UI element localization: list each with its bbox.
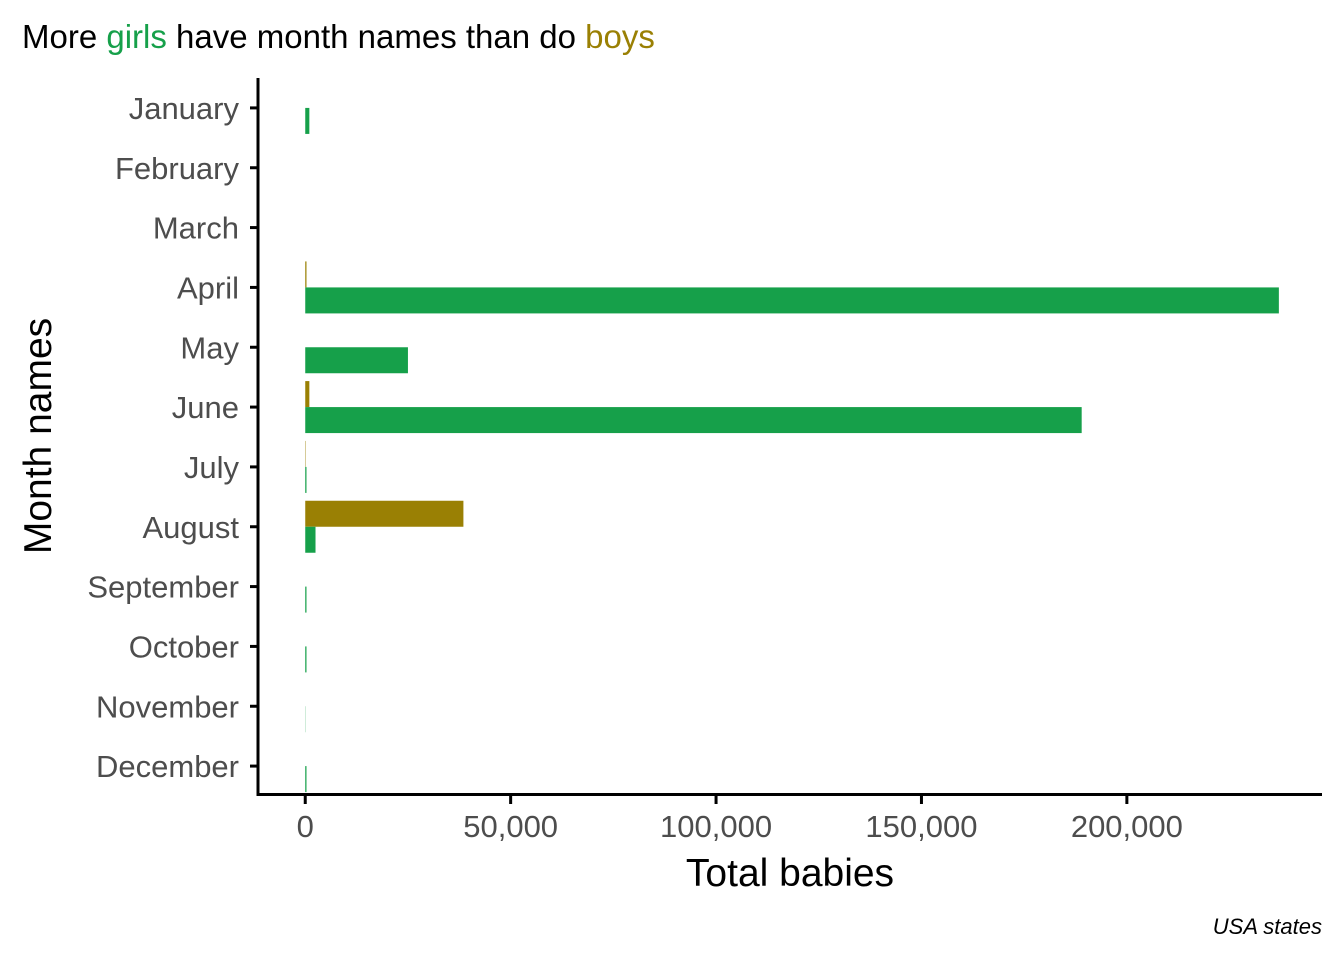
y-tick-label-april: April <box>177 270 239 305</box>
bar-boys-april <box>305 261 307 288</box>
x-tick-label: 100,000 <box>660 809 772 844</box>
x-tick-label: 200,000 <box>1071 809 1183 844</box>
x-tick-label: 150,000 <box>865 809 977 844</box>
bar-girls-june <box>305 407 1082 434</box>
y-axis-title: Month names <box>17 318 60 554</box>
y-tick-label-may: May <box>180 330 239 365</box>
bar-girls-december <box>305 766 307 793</box>
y-tick-label-july: July <box>184 450 240 485</box>
bar-girls-april <box>305 287 1279 314</box>
x-tick-label: 0 <box>297 809 314 844</box>
y-tick-label-september: September <box>87 570 239 605</box>
y-axis-ticks: January February March April May June July Augu… <box>87 91 258 784</box>
bar-boys-june <box>305 381 310 408</box>
chart-caption: USA states <box>1213 914 1322 939</box>
y-tick-label-march: March <box>153 211 239 246</box>
bar-girls-july <box>305 466 307 493</box>
bars-group <box>305 107 1279 793</box>
bar-girls-august <box>305 526 316 553</box>
y-tick-label-january: January <box>129 91 240 126</box>
bar-girls-may <box>305 347 408 374</box>
bar-boys-august <box>305 500 464 527</box>
title-prefix: More <box>22 18 106 55</box>
y-tick-label-june: June <box>172 390 239 425</box>
x-axis-title: Total babies <box>686 852 894 895</box>
bar-girls-september <box>305 586 307 613</box>
title-girls-word: girls <box>106 18 167 55</box>
y-tick-label-november: November <box>96 689 239 724</box>
y-tick-label-october: October <box>129 629 239 664</box>
x-tick-label: 50,000 <box>463 809 558 844</box>
chart-title: More girls have month names than do boys <box>22 18 655 55</box>
y-tick-label-august: August <box>142 510 239 545</box>
y-tick-label-december: December <box>96 749 239 784</box>
title-boys-word: boys <box>585 18 655 55</box>
title-middle: have month names than do <box>167 18 585 55</box>
x-axis-ticks: 0 50,000 100,000 150,000 200,000 <box>297 796 1183 844</box>
y-tick-label-february: February <box>115 151 240 186</box>
bar-girls-january <box>305 107 310 134</box>
bar-girls-october <box>305 646 307 673</box>
